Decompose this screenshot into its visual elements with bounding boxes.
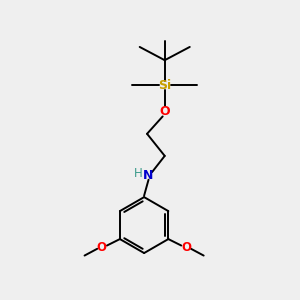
Text: Si: Si xyxy=(158,79,171,92)
Text: O: O xyxy=(97,241,106,254)
Text: O: O xyxy=(159,105,170,118)
Text: N: N xyxy=(143,169,154,182)
Text: O: O xyxy=(182,241,192,254)
Text: H: H xyxy=(134,167,142,180)
